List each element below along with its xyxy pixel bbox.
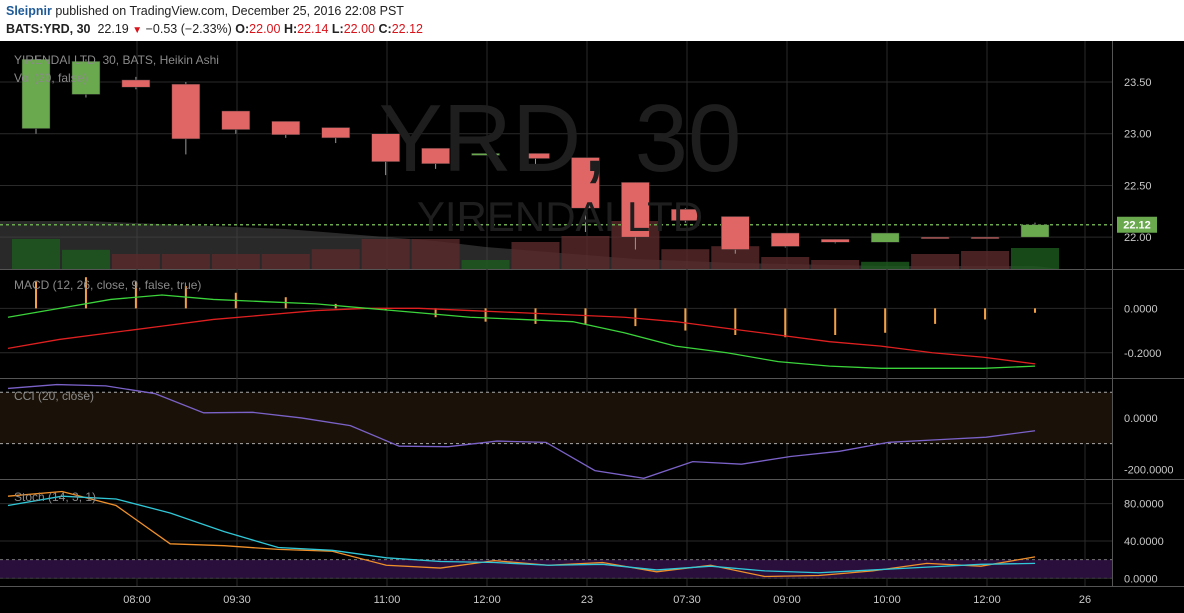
macd-title: MACD (12, 26, close, 9, false, true) <box>14 278 201 292</box>
close-value: 22.12 <box>391 22 423 36</box>
down-arrow-icon: ▼ <box>132 25 143 36</box>
volume-bar <box>811 260 860 269</box>
stoch-tick-label: 0.0000 <box>1124 573 1158 585</box>
watermark-symbol: YRD, 30 <box>379 85 742 192</box>
stoch-d-line <box>7 490 1036 578</box>
volume-bar <box>961 251 1010 269</box>
price-pane-title: YIRENDAI LTD, 30, BATS, Heikin Ashi <box>14 53 219 67</box>
high-label: H: <box>283 22 298 36</box>
time-axis-label: 09:00 <box>773 594 801 606</box>
cci-tick-label: 0.0000 <box>1124 413 1158 425</box>
time-axis-label: 12:00 <box>973 594 1001 606</box>
volume-bar <box>561 236 610 269</box>
volume-bar <box>461 260 510 269</box>
time-axis-label: 07:30 <box>673 594 701 606</box>
candle-body <box>920 236 950 239</box>
volume-bar <box>911 254 960 269</box>
volume-bar <box>661 249 710 269</box>
volume-bar <box>12 239 60 269</box>
candle-body <box>571 157 600 209</box>
chart-header: Sleipnir published on TradingView.com, D… <box>0 0 1184 41</box>
grid-layer <box>0 41 1184 587</box>
candle-body <box>271 121 300 136</box>
price-change: −0.53 (−2.33%) <box>145 22 232 36</box>
volume-bar <box>761 257 810 269</box>
candle-body <box>970 236 1000 239</box>
volume-bar <box>1011 248 1059 269</box>
open-label: O: <box>235 22 250 36</box>
candle-body <box>771 232 800 247</box>
low-label: L: <box>331 22 344 36</box>
volume-title: Vol (20, false) <box>14 71 87 85</box>
time-axis-label: 26 <box>1079 594 1091 606</box>
time-axis-label: 23 <box>581 594 593 606</box>
stoch-band-fill <box>0 559 1112 579</box>
candle-body <box>221 110 251 130</box>
cci-tick-label: -200.0000 <box>1124 464 1174 476</box>
low-value: 22.00 <box>343 22 375 36</box>
volume-bar <box>411 239 460 269</box>
candle-body <box>71 61 101 95</box>
volume-bar <box>311 249 360 269</box>
stoch-title: Stoch (14, 3, 1) <box>14 490 96 504</box>
price-tick-label: 23.50 <box>1124 77 1152 89</box>
candle-body <box>621 182 650 238</box>
open-value: 22.00 <box>249 22 281 36</box>
price-tick-label: 22.50 <box>1124 180 1152 192</box>
time-axis-label: 10:00 <box>873 594 901 606</box>
candle-body <box>870 232 900 243</box>
candle-body <box>521 153 550 159</box>
candle-body <box>820 238 850 243</box>
marks-layer <box>0 56 1112 578</box>
candle-body <box>721 216 750 250</box>
candle-body <box>671 208 700 221</box>
volume-bar <box>361 239 410 269</box>
volume-bar <box>861 261 910 269</box>
price-tick-label: 23.00 <box>1124 129 1152 141</box>
time-axis-label: 08:00 <box>123 594 151 606</box>
publish-info: published on TradingView.com, December 2… <box>51 4 404 18</box>
volume-bar <box>211 254 260 269</box>
cci-line <box>7 383 1036 479</box>
macd-tick-label: -0.2000 <box>1124 348 1161 360</box>
time-axis-label: 09:30 <box>223 594 251 606</box>
time-axis-label: 12:00 <box>473 594 501 606</box>
candle-body <box>121 79 151 88</box>
time-axis-label: 11:00 <box>374 594 401 606</box>
macd-signal-line <box>7 307 1036 365</box>
macd-line <box>7 294 1036 369</box>
macd-tick-label: 0.0000 <box>1124 303 1158 315</box>
candle-body <box>21 59 51 129</box>
close-label: C: <box>378 22 392 36</box>
price-label-text: 22.12 <box>1123 220 1151 232</box>
volume-bar <box>111 254 160 269</box>
volume-bar <box>161 254 210 269</box>
price-label-box <box>1117 216 1157 233</box>
high-value: 22.14 <box>297 22 329 36</box>
last-price: 22.19 <box>97 22 129 36</box>
publish-line: Sleipnir published on TradingView.com, D… <box>6 4 404 18</box>
price-tick-label: 22.00 <box>1124 232 1152 244</box>
candle-body <box>371 133 400 162</box>
cci-title: CCI (20, close) <box>14 389 94 403</box>
stoch-tick-label: 40.0000 <box>1124 536 1164 548</box>
quote-line: BATS:YRD, 30 22.19 ▼ −0.53 (−2.33%) O:22… <box>6 22 423 36</box>
volume-bar <box>61 249 110 269</box>
volume-bar <box>511 242 560 269</box>
candle-body <box>1020 224 1050 238</box>
stoch-k-line <box>7 495 1036 574</box>
candle-body <box>471 153 500 156</box>
candle-body <box>421 147 450 164</box>
author-link[interactable]: Sleipnir <box>6 4 52 18</box>
volume-bar <box>261 254 310 269</box>
volume-bar <box>711 246 760 269</box>
symbol-label: BATS:YRD, 30 <box>6 22 91 36</box>
watermark-name: YIRENDAI LTD <box>417 193 703 240</box>
stoch-tick-label: 80.0000 <box>1124 499 1164 511</box>
candle-body <box>171 83 201 140</box>
candle-body <box>321 127 350 139</box>
cci-band-fill <box>0 392 1112 444</box>
